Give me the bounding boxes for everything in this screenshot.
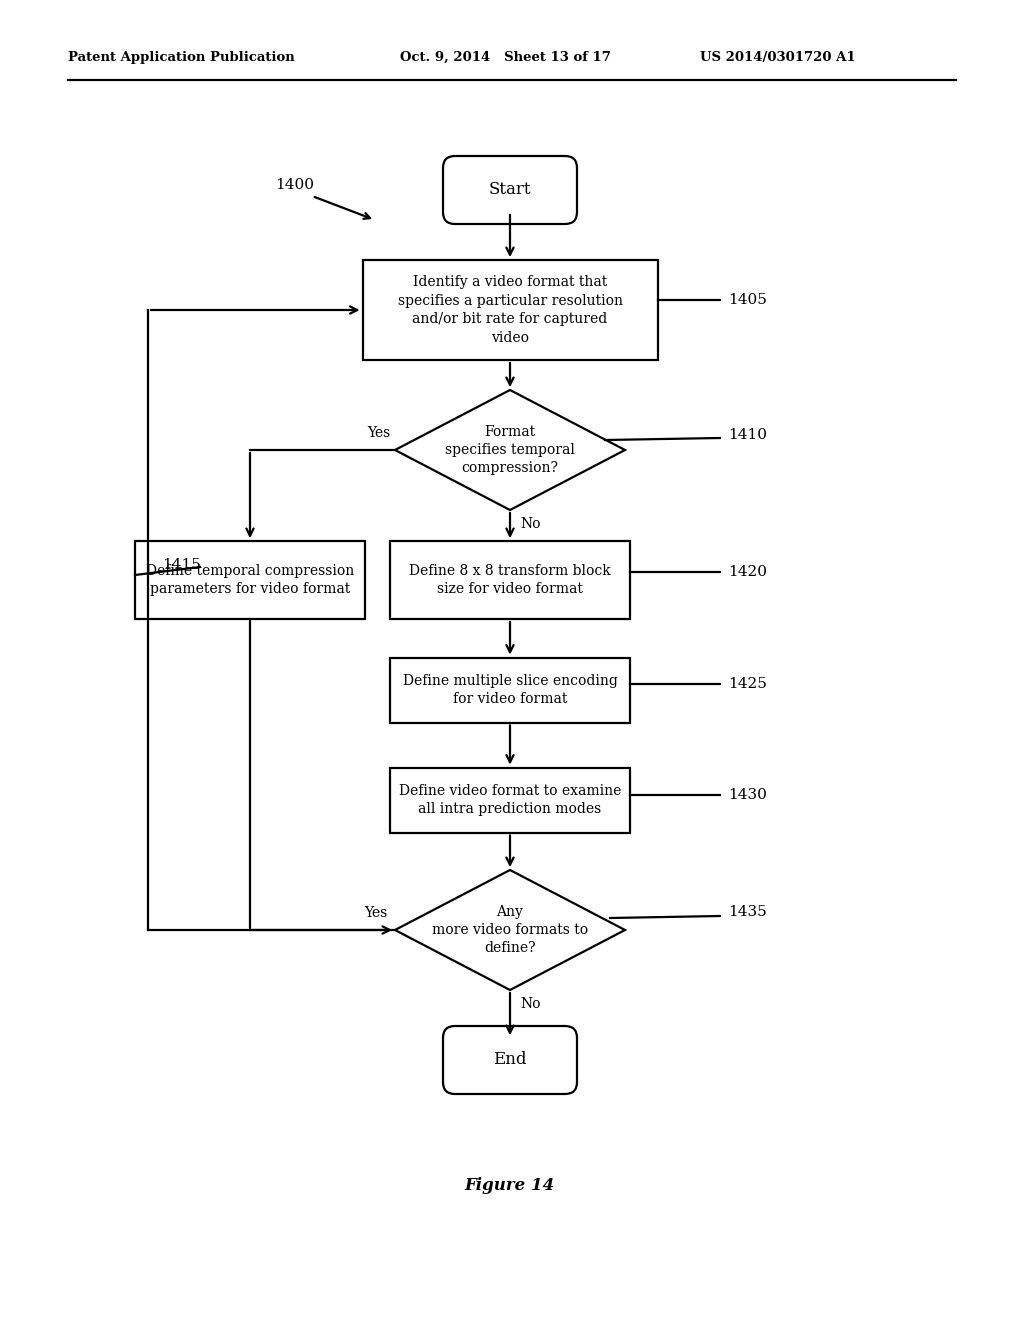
Text: Define 8 x 8 transform block
size for video format: Define 8 x 8 transform block size for vi…	[410, 564, 611, 597]
Polygon shape	[395, 389, 625, 510]
Bar	[390, 767, 630, 833]
Text: 1435: 1435	[728, 906, 767, 919]
Text: Patent Application Publication: Patent Application Publication	[68, 50, 295, 63]
Text: 1405: 1405	[728, 293, 767, 308]
Bar	[135, 541, 365, 619]
Polygon shape	[395, 870, 625, 990]
Text: Yes: Yes	[364, 906, 387, 920]
Text: Identify a video format that
specifies a particular resolution
and/or bit rate f: Identify a video format that specifies a…	[397, 276, 623, 345]
Text: US 2014/0301720 A1: US 2014/0301720 A1	[700, 50, 856, 63]
Text: Format
specifies temporal
compression?: Format specifies temporal compression?	[445, 425, 574, 475]
Text: No: No	[520, 997, 541, 1011]
Text: 1415: 1415	[162, 558, 201, 572]
Text: Figure 14: Figure 14	[465, 1176, 555, 1193]
Text: Start: Start	[488, 181, 531, 198]
Text: Define multiple slice encoding
for video format: Define multiple slice encoding for video…	[402, 673, 617, 706]
Text: 1430: 1430	[728, 788, 767, 803]
Text: Yes: Yes	[367, 426, 390, 440]
Text: Any
more video formats to
define?: Any more video formats to define?	[432, 904, 588, 956]
Bar	[362, 260, 657, 360]
Bar	[390, 657, 630, 722]
Text: Define temporal compression
parameters for video format: Define temporal compression parameters f…	[145, 564, 354, 597]
Text: Define video format to examine
all intra prediction modes: Define video format to examine all intra…	[398, 784, 622, 816]
Bar	[390, 541, 630, 619]
Text: 1410: 1410	[728, 428, 767, 442]
FancyBboxPatch shape	[443, 1026, 577, 1094]
Text: Oct. 9, 2014   Sheet 13 of 17: Oct. 9, 2014 Sheet 13 of 17	[400, 50, 611, 63]
Text: No: No	[520, 517, 541, 531]
FancyBboxPatch shape	[443, 156, 577, 224]
Text: 1400: 1400	[275, 178, 314, 191]
Text: 1420: 1420	[728, 565, 767, 579]
Text: End: End	[494, 1052, 526, 1068]
Text: 1425: 1425	[728, 677, 767, 690]
